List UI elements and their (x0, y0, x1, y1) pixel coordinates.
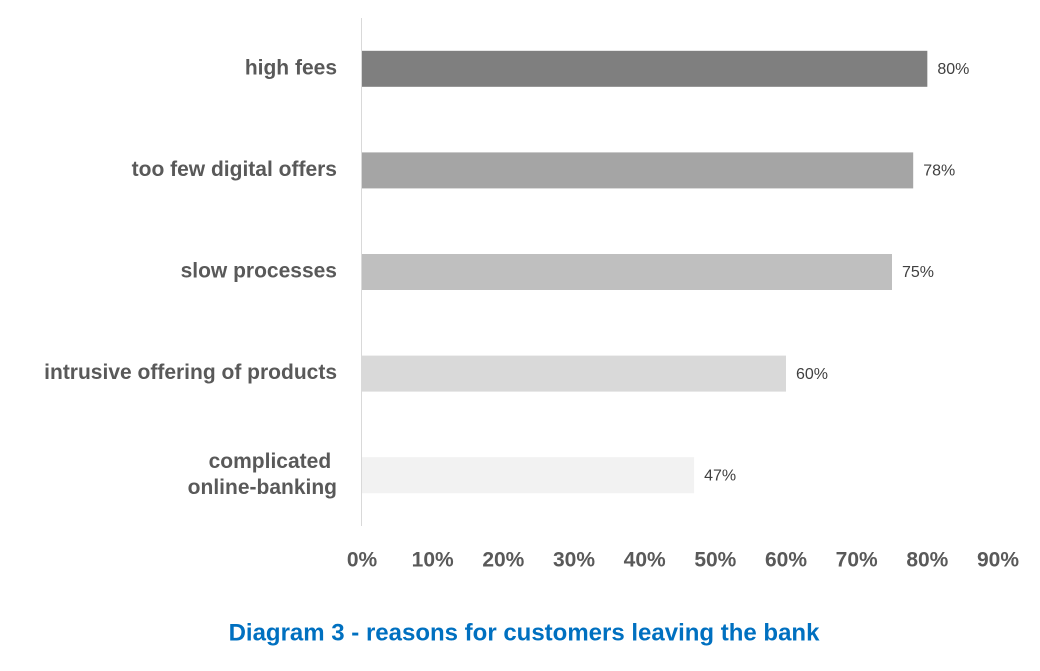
bar (362, 254, 892, 290)
x-tick-label: 40% (624, 549, 666, 572)
x-tick-label: 70% (836, 549, 878, 572)
value-label: 80% (937, 61, 969, 78)
y-tick-label: intrusive offering of products (44, 361, 337, 384)
bar (362, 50, 928, 87)
bar (362, 457, 695, 494)
y-tick-label: slow processes (181, 260, 337, 283)
value-label: 78% (923, 163, 955, 180)
y-tick-label: complicated online-banking (188, 450, 337, 499)
value-label: 60% (796, 366, 828, 383)
value-label: 75% (902, 264, 934, 281)
x-tick-label: 80% (906, 549, 948, 572)
bar (362, 355, 786, 392)
y-tick-label: too few digital offers (132, 158, 337, 181)
x-tick-label: 90% (977, 549, 1019, 572)
value-label: 47% (704, 467, 736, 484)
x-tick-label: 20% (482, 549, 524, 572)
bar (362, 152, 914, 189)
chart-title: Diagram 3 - reasons for customers leavin… (229, 619, 821, 646)
x-tick-label: 30% (553, 549, 595, 572)
x-tick-label: 0% (347, 549, 378, 572)
x-tick-label: 60% (765, 549, 807, 572)
x-tick-label: 10% (412, 549, 454, 572)
x-tick-label: 50% (694, 549, 736, 572)
y-tick-label: high fees (245, 56, 337, 79)
